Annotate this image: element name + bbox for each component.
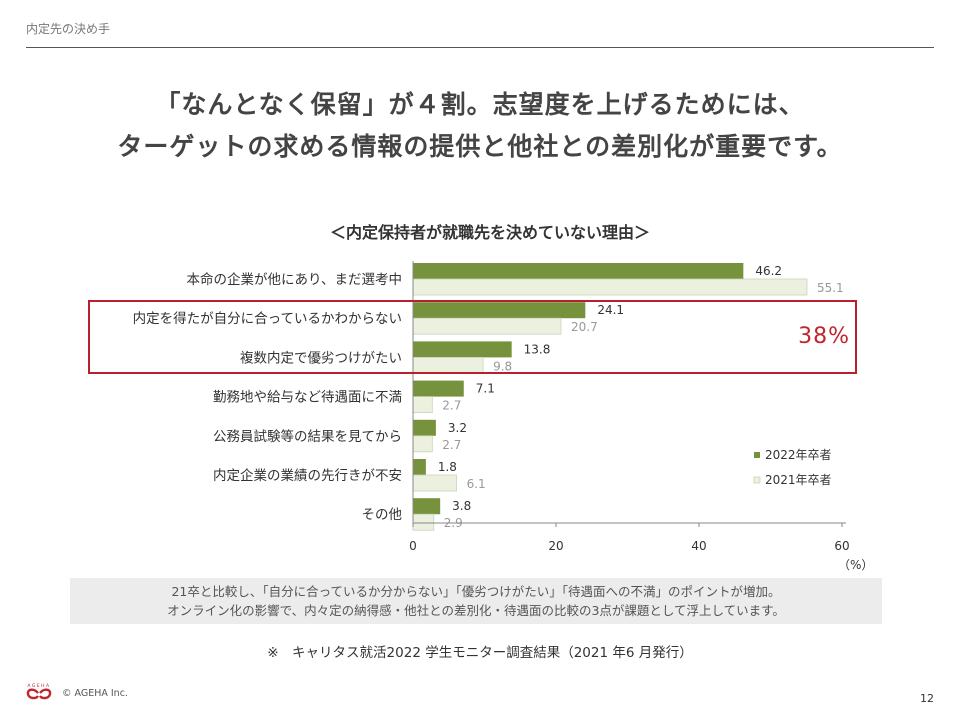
legend-swatch-2021 [753, 476, 761, 484]
bar-2022 [413, 341, 512, 358]
value-label-2021: 20.7 [571, 320, 598, 334]
bar-2021 [412, 396, 433, 414]
value-label-2022: 13.8 [524, 342, 551, 356]
x-tick-label: 60 [834, 539, 849, 553]
bar-2022 [413, 263, 744, 279]
x-tick-label: 0 [409, 539, 417, 553]
bar-2021 [412, 435, 433, 453]
category-label: 内定を得たが自分に合っているかわからない [133, 310, 402, 327]
bar-2022 [413, 380, 464, 397]
summary-line-1: 21卒と比較し、「自分に合っているか分からない」「優劣つけがたい」「待遇面への不… [171, 584, 781, 599]
bar-2022 [413, 302, 586, 319]
bar-2021 [412, 278, 808, 296]
page-headline: 「なんとなく保留」が４割。志望度を上げるためには、 ターゲットの求める情報の提供… [0, 84, 960, 168]
value-label-2021: 9.8 [493, 359, 512, 373]
legend-swatch-2022 [754, 452, 760, 458]
highlight-box [88, 300, 857, 374]
value-label-2022: 3.8 [452, 499, 471, 513]
category-label: 複数内定で優劣つけがたい [240, 349, 402, 366]
category-label: 本命の企業が他にあり、まだ選考中 [187, 271, 402, 288]
headline-line-1: 「なんとなく保留」が４割。志望度を上げるためには、 [155, 90, 805, 119]
headline-line-2: ターゲットの求める情報の提供と他社との差別化が重要です。 [117, 132, 843, 161]
highlight-value: 38% [798, 324, 850, 349]
bar-2022 [413, 498, 441, 515]
value-label-2022: 46.2 [755, 264, 782, 278]
page-number: 12 [920, 692, 934, 705]
category-label: その他 [362, 507, 403, 523]
category-label: 勤務地や給与など待遇面に不満 [213, 390, 402, 406]
chart-title: ＜内定保持者が就職先を決めていない理由＞ [329, 223, 650, 242]
value-label-2022: 1.8 [438, 460, 457, 474]
x-axis-unit: （%） [838, 558, 874, 572]
value-label-2021: 55.1 [817, 281, 844, 295]
x-tick-label: 40 [691, 539, 706, 553]
value-label-2022: 24.1 [597, 303, 624, 317]
bar-2022 [413, 419, 436, 436]
value-label-2021: 2.7 [442, 438, 461, 452]
header-divider [26, 47, 934, 48]
value-label-2022: 3.2 [448, 421, 467, 435]
x-tick-label: 20 [548, 539, 563, 553]
bar-2021 [412, 513, 435, 531]
value-label-2021: 2.7 [442, 399, 461, 413]
summary-line-2: オンライン化の影響で、内々定の納得感・他社との差別化・待遇面の比較の3点が課題と… [167, 603, 785, 618]
summary-box: 21卒と比較し、「自分に合っているか分からない」「優劣つけがたい」「待遇面への不… [70, 578, 882, 624]
ageha-logo-icon: AGEHA [26, 683, 52, 700]
category-label: 内定企業の業績の先行きが不安 [213, 467, 402, 484]
bar-2021 [412, 474, 458, 492]
category-label: 公務員試験等の結果を見てから [213, 428, 402, 445]
bar-2022 [413, 459, 426, 475]
source-note: ※ キャリタス就活2022 学生モニター調査結果（2021 年6 月発行） [267, 645, 693, 661]
value-label-2022: 7.1 [476, 382, 495, 396]
section-label: 内定先の決め手 [26, 22, 111, 36]
copyright: © AGEHA Inc. [62, 688, 128, 699]
legend-label-2022: 2022年卒者 [765, 448, 832, 462]
logo-text: AGEHA [27, 683, 50, 689]
value-label-2021: 6.1 [467, 477, 486, 491]
legend-label-2021: 2021年卒者 [765, 473, 832, 487]
